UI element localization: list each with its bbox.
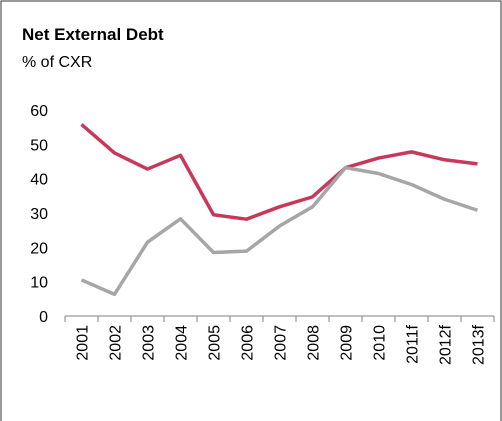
x-tick-label: 2012f	[438, 324, 455, 365]
series-line	[80, 123, 478, 221]
series-line	[80, 165, 479, 297]
x-tick-label: 2003	[141, 325, 158, 361]
y-tick-label: 40	[30, 172, 48, 189]
y-tick-label: 50	[30, 137, 48, 154]
x-tick-label: 2008	[306, 325, 323, 361]
chart-title: Net External Debt	[22, 25, 164, 44]
chart-subtitle: % of CXR	[22, 54, 92, 71]
y-tick-label: 60	[30, 103, 48, 120]
y-tick-label: 30	[30, 206, 48, 223]
y-tick-label: 20	[30, 240, 48, 257]
x-tick-label: 2001	[75, 325, 92, 361]
x-tick-label: 2006	[240, 325, 257, 361]
x-tick-label: 2005	[207, 325, 224, 361]
y-tick-label: 0	[39, 309, 48, 326]
x-tick-label: 2011f	[405, 324, 422, 363]
x-tick-label: 2009	[339, 325, 356, 361]
x-tick-label: 2002	[108, 325, 125, 361]
x-tick-label: 2010	[372, 325, 389, 361]
x-tick-label: 2004	[174, 325, 191, 361]
x-tick-label: 2007	[273, 325, 290, 361]
x-tick-label: 2013f	[471, 324, 488, 365]
y-tick-label: 10	[30, 275, 48, 292]
